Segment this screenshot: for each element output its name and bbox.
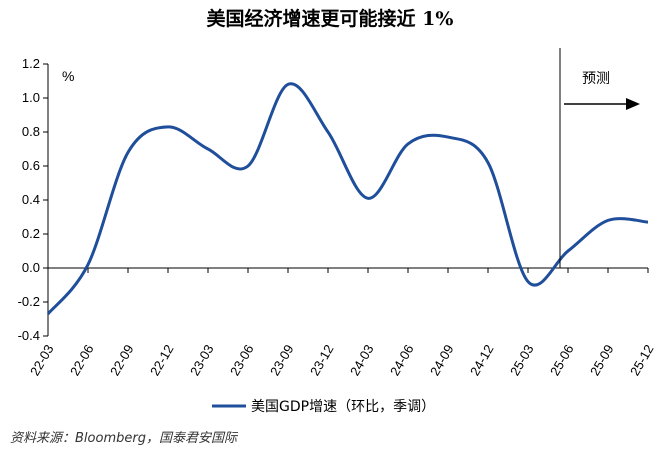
y-tick-label: -0.4 xyxy=(18,328,40,343)
chart-title: 美国经济增速更可能接近 1% xyxy=(206,8,454,30)
x-tick-label: 23-06 xyxy=(227,342,257,378)
source-note: 资料来源：Bloomberg，国泰君安国际 xyxy=(10,431,237,446)
y-tick-label: 1.2 xyxy=(22,56,40,71)
y-tick-label: 1.0 xyxy=(22,90,40,105)
x-tick-label: 25-06 xyxy=(547,342,577,378)
series-line-gdp-growth xyxy=(46,82,649,315)
y-tick-label: -0.2 xyxy=(18,294,40,309)
x-tick-label: 23-12 xyxy=(307,342,337,378)
x-tick-label: 24-03 xyxy=(347,342,377,378)
forecast-arrow-head xyxy=(626,98,640,110)
x-tick-label: 22-03 xyxy=(27,342,57,378)
y-tick-label: 0.6 xyxy=(22,158,40,173)
x-tick-label: 22-12 xyxy=(147,342,177,378)
x-tick-label: 24-12 xyxy=(467,342,497,378)
x-tick-label: 22-06 xyxy=(67,342,97,378)
y-tick-label: 0.4 xyxy=(22,192,40,207)
x-tick-label: 22-09 xyxy=(107,342,137,378)
x-tick-label: 25-03 xyxy=(507,342,537,378)
x-tick-label: 24-09 xyxy=(427,342,457,378)
forecast-label: 预测 xyxy=(582,71,610,87)
x-tick-label: 24-06 xyxy=(387,342,417,378)
x-tick-label: 23-09 xyxy=(267,342,297,378)
y-axis-unit-label: % xyxy=(62,68,74,84)
y-tick-label: 0.8 xyxy=(22,124,40,139)
y-tick-label: 0.0 xyxy=(22,260,40,275)
x-tick-label: 25-12 xyxy=(627,342,657,378)
x-tick-label: 23-03 xyxy=(187,342,217,378)
x-tick-label: 25-09 xyxy=(587,342,617,378)
legend-label: 美国GDP增速（环比，季调） xyxy=(251,399,435,415)
y-tick-label: 0.2 xyxy=(22,226,40,241)
